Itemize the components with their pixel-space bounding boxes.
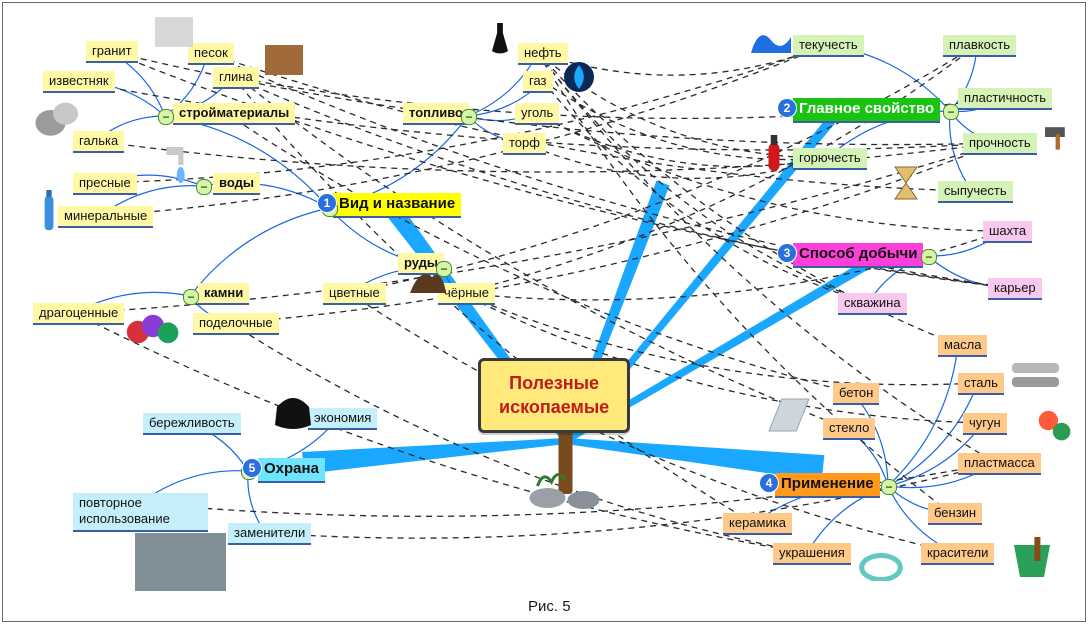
extinguisher-icon bbox=[763, 133, 785, 173]
leaf-b1c2g1: нефть bbox=[518, 43, 568, 65]
leaf-b1c1g2: известняк bbox=[43, 71, 115, 93]
node-b1c3: воды bbox=[213, 173, 260, 195]
leaf-b1c1g5: глина bbox=[213, 67, 259, 89]
leaf-b1c3g1: пресные bbox=[73, 173, 137, 195]
node-b2c5: горючесть bbox=[793, 148, 867, 170]
expand-joint[interactable]: − bbox=[921, 249, 937, 265]
branch-b1: Вид и название bbox=[333, 193, 461, 218]
center-sign: Полезныеископаемые bbox=[478, 358, 630, 433]
node-b2c4: прочность bbox=[963, 133, 1037, 155]
leaf-b1c1g4: песок bbox=[188, 43, 234, 65]
node-b5c1: бережливость bbox=[143, 413, 241, 435]
branch-number-badge: 3 bbox=[778, 244, 796, 262]
node-b3c3: скважина bbox=[838, 293, 907, 315]
branch-number-badge: 5 bbox=[243, 459, 261, 477]
flame-icon bbox=[563, 61, 595, 93]
node-b4c10: стекло bbox=[823, 418, 875, 440]
expand-joint[interactable]: − bbox=[461, 109, 477, 125]
node-b5c3: повторноеиспользование bbox=[73, 493, 208, 532]
node-b4c3: чугун bbox=[963, 413, 1007, 435]
leaf-b1c4g2: чёрные bbox=[438, 283, 495, 305]
branch-b5: Охрана bbox=[258, 458, 325, 483]
bucket-icon bbox=[1008, 533, 1056, 581]
node-b2c6: сыпучесть bbox=[938, 181, 1013, 203]
expand-joint[interactable]: − bbox=[943, 104, 959, 120]
node-b2c3: пластичность bbox=[958, 88, 1052, 110]
node-b1c2: топливо bbox=[403, 103, 469, 125]
expand-joint[interactable]: − bbox=[196, 179, 212, 195]
branch-b4: Применение bbox=[775, 473, 880, 498]
leaf-b1c2g4: торф bbox=[503, 133, 546, 155]
recycle-icon bbox=[133, 531, 228, 593]
branch-number-badge: 1 bbox=[318, 194, 336, 212]
node-b4c2: сталь bbox=[958, 373, 1004, 395]
node-b2c1: текучесть bbox=[793, 35, 864, 57]
node-b4c4: пластмасса bbox=[958, 453, 1041, 475]
glass-icon bbox=[765, 395, 813, 435]
leaf-b1c4g1: цветные bbox=[323, 283, 386, 305]
expand-joint[interactable]: − bbox=[158, 109, 174, 125]
leaf-b1c5g2: поделочные bbox=[193, 313, 279, 335]
flask-icon bbox=[488, 21, 512, 55]
gems-icon bbox=[123, 308, 183, 348]
branch-number-badge: 2 bbox=[778, 99, 796, 117]
clay-icon bbox=[263, 43, 305, 77]
node-b1c5: камни bbox=[198, 283, 249, 305]
node-b5c2: экономия bbox=[308, 408, 377, 430]
node-b4c1: масла bbox=[938, 335, 987, 357]
tap-icon bbox=[163, 143, 197, 183]
hourglass-icon bbox=[893, 165, 919, 201]
node-b3c2: карьер bbox=[988, 278, 1042, 300]
bottle-icon bbox=[38, 188, 60, 232]
node-b5c4: заменители bbox=[228, 523, 311, 545]
necklace-icon bbox=[858, 551, 904, 581]
leaf-b1c1g3: галька bbox=[73, 131, 124, 153]
pipes-icon bbox=[1008, 355, 1063, 395]
node-b1c1: стройматериалы bbox=[173, 103, 295, 125]
node-b3c1: шахта bbox=[983, 221, 1032, 243]
leaf-b1c3g2: минеральные bbox=[58, 206, 153, 228]
branch-b3: Способ добычи bbox=[793, 243, 923, 268]
wave-icon bbox=[751, 21, 791, 53]
branch-number-badge: 4 bbox=[760, 474, 778, 492]
expand-joint[interactable]: − bbox=[436, 261, 452, 277]
leaf-b1c5g1: драгоценные bbox=[33, 303, 124, 325]
gears-icon bbox=[1033, 403, 1077, 447]
mindmap-stage: { "canvas": { "width": 1084, "height": 6… bbox=[2, 2, 1086, 622]
node-b4c9: бетон bbox=[833, 383, 879, 405]
node-b2c2: плавкость bbox=[943, 35, 1016, 57]
purse-icon bbox=[273, 395, 313, 429]
branch-b2: Главное свойство bbox=[793, 98, 940, 123]
leaf-b1c2g3: уголь bbox=[515, 103, 559, 125]
expand-joint[interactable]: − bbox=[881, 479, 897, 495]
node-b4c8: керамика bbox=[723, 513, 792, 535]
leaf-b1c2g2: газ bbox=[523, 71, 553, 93]
leaf-b1c1g1: гранит bbox=[86, 41, 138, 63]
hammer-icon bbox=[1043, 123, 1079, 151]
expand-joint[interactable]: − bbox=[183, 289, 199, 305]
figure-caption: Рис. 5 bbox=[528, 598, 571, 615]
node-b4c5: бензин bbox=[928, 503, 982, 525]
node-b4c7: украшения bbox=[773, 543, 851, 565]
node-b4c6: красители bbox=[921, 543, 994, 565]
